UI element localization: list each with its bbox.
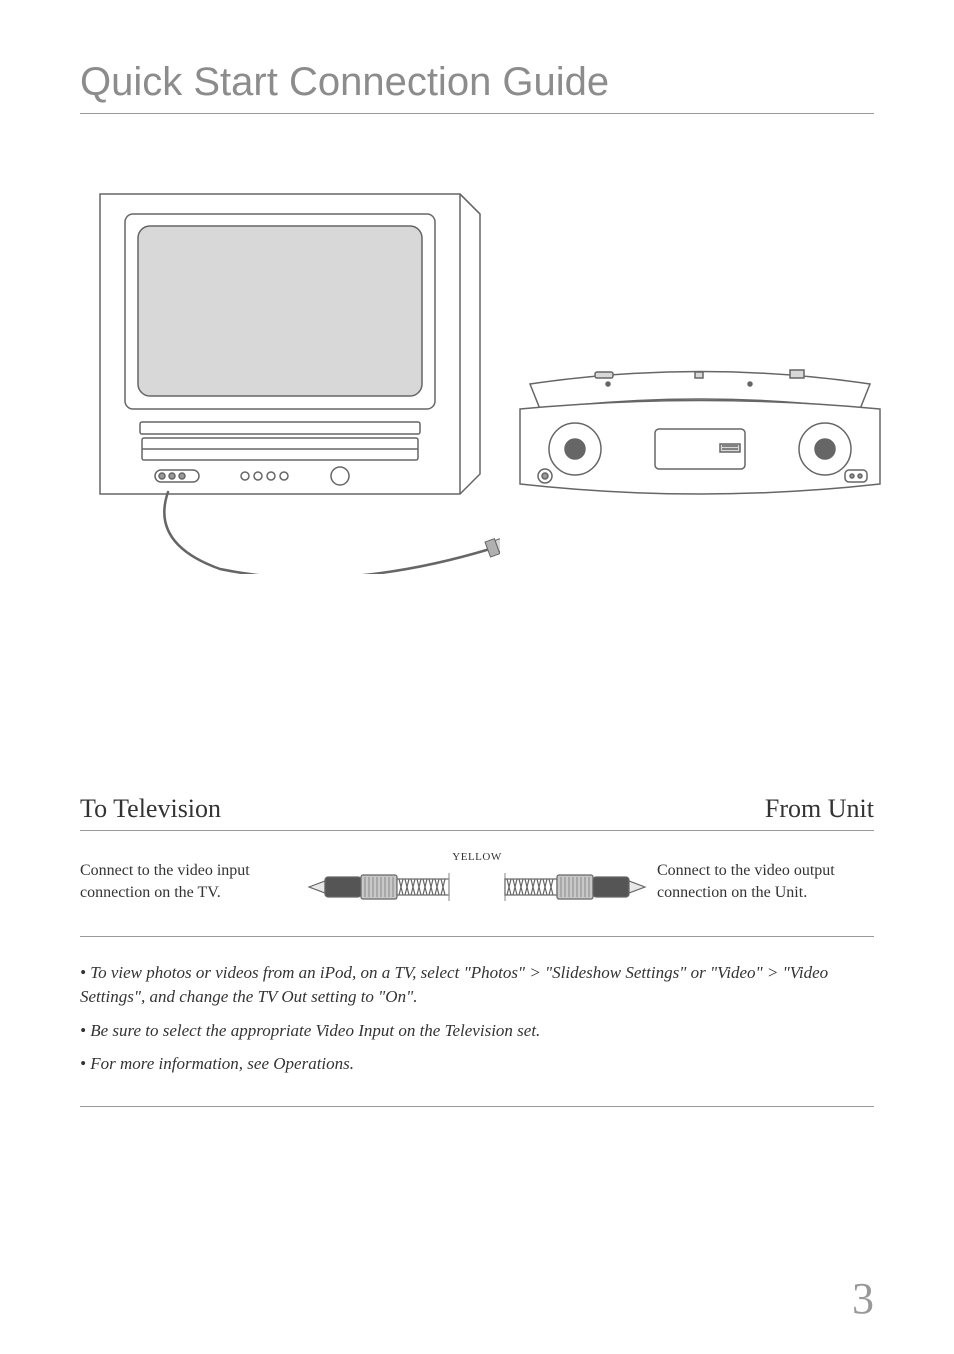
footer-notes: • To view photos or videos from an iPod,… xyxy=(80,961,874,1107)
cable-diagram: YELLOW xyxy=(307,851,647,912)
page-number: 3 xyxy=(852,1273,874,1324)
from-unit-heading: From Unit xyxy=(765,794,874,824)
connection-diagram xyxy=(80,154,874,714)
tv-illustration xyxy=(80,174,500,574)
page-title: Quick Start Connection Guide xyxy=(80,60,874,114)
connection-section: To Television From Unit Connect to the v… xyxy=(80,794,874,937)
tv-connection-text: Connect to the video input connection on… xyxy=(80,860,297,903)
to-television-heading: To Television xyxy=(80,794,221,824)
note-1: • To view photos or videos from an iPod,… xyxy=(80,961,874,1009)
unit-connection-text: Connect to the video output connection o… xyxy=(657,860,874,903)
unit-illustration xyxy=(500,354,900,554)
note-3: • For more information, see Operations. xyxy=(80,1052,874,1076)
cable-color-label: YELLOW xyxy=(307,851,647,863)
rca-cable-icon xyxy=(307,867,647,907)
note-2: • Be sure to select the appropriate Vide… xyxy=(80,1019,874,1043)
